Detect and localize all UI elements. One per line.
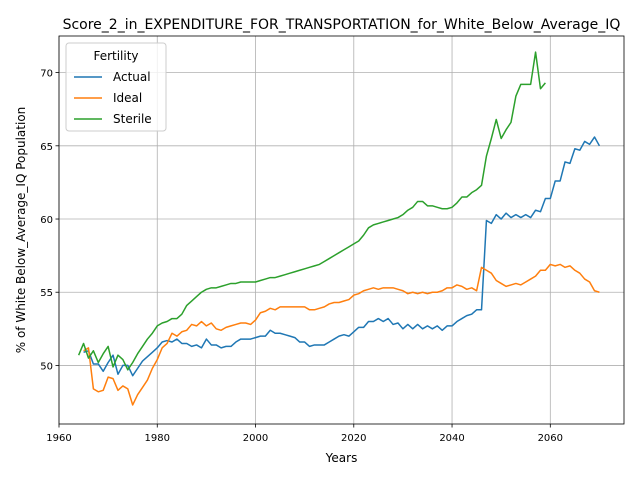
series-line-actual — [83, 136, 601, 377]
y-tick-label: 55 — [40, 288, 53, 299]
y-tick-label: 50 — [40, 361, 53, 372]
x-tick-label: 2020 — [341, 433, 366, 444]
x-tick-label: 2040 — [439, 433, 464, 444]
legend-label-sterile: Sterile — [113, 112, 152, 126]
y-tick-label: 60 — [40, 215, 53, 226]
legend-title: Fertility — [93, 49, 138, 63]
legend-entries: Actual Ideal Sterile — [74, 70, 152, 126]
x-axis-label: Years — [325, 451, 358, 465]
series-line-ideal — [83, 263, 600, 406]
series-lines — [77, 51, 601, 406]
legend: Fertility Actual Ideal Sterile — [65, 42, 167, 132]
x-tick-label: 2060 — [538, 433, 563, 444]
legend-label-actual: Actual — [113, 70, 151, 84]
y-tick-label: 70 — [40, 69, 53, 80]
legend-box — [65, 42, 167, 132]
y-axis-label: % of White Below_Average_IQ Population — [14, 107, 28, 354]
x-axis-ticks: 1960 1980 2000 2020 2040 2060 — [46, 424, 563, 444]
x-tick-label: 1980 — [145, 433, 170, 444]
x-tick-label: 2000 — [243, 433, 268, 444]
y-axis-ticks: 50 55 60 65 70 — [40, 69, 59, 372]
grid — [58, 36, 624, 424]
x-tick-label: 1960 — [46, 433, 71, 444]
chart-title: Score_2_in_EXPENDITURE_FOR_TRANSPORTATIO… — [63, 17, 621, 33]
y-tick-label: 65 — [40, 142, 53, 153]
plot-frame — [58, 35, 625, 425]
series-line-sterile — [77, 51, 546, 371]
legend-label-ideal: Ideal — [113, 91, 142, 105]
